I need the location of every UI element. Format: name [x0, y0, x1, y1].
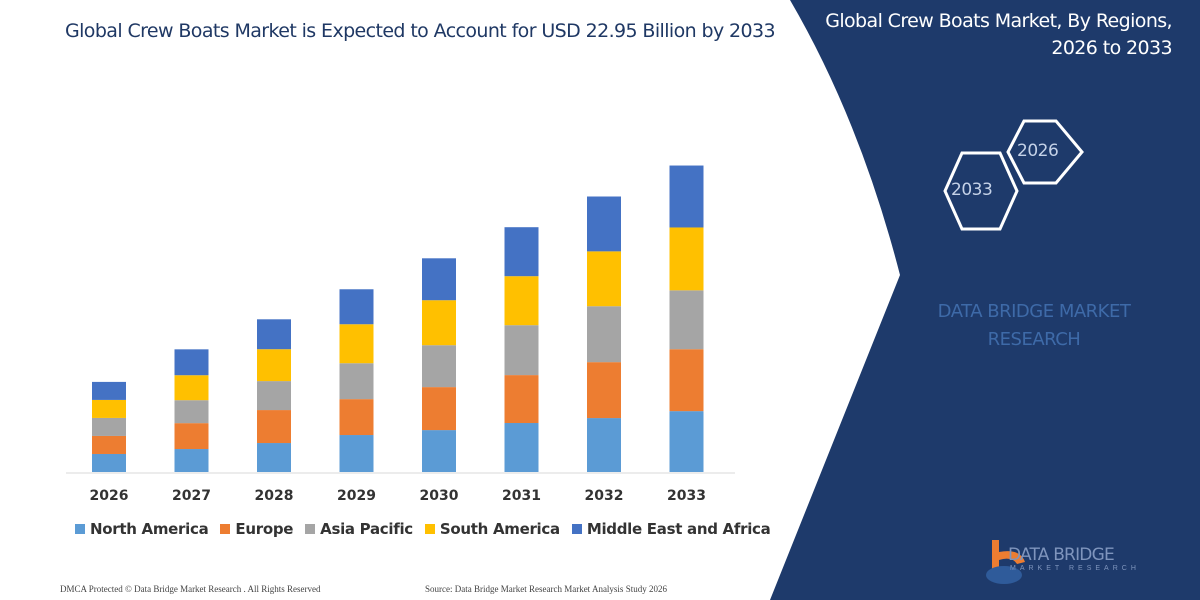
bar-segment-south-america-2030	[422, 300, 456, 346]
x-tick-label: 2033	[667, 488, 706, 504]
bar-segment-europe-2033	[669, 349, 704, 412]
hexagon-2033	[943, 151, 1019, 231]
bar-segment-south-america-2031	[504, 276, 539, 326]
logo-subtitle: MARKET RESEARCH	[1010, 565, 1140, 572]
bar-segment-asia-pacific-2031	[504, 325, 539, 376]
bar-segment-north-america-2032	[587, 418, 621, 472]
bar-segment-asia-pacific-2032	[587, 306, 621, 363]
bar-segment-south-america-2027	[174, 375, 209, 401]
side-title-line2: 2026 to 2033	[1051, 37, 1172, 59]
legend-item: North America	[75, 520, 209, 538]
chart-legend: North America Europe Asia Pacific South Ame…	[75, 520, 771, 538]
bar-segment-middle-east-and-africa-2031	[504, 227, 539, 277]
legend-label: Asia Pacific	[320, 520, 413, 538]
bar-segment-asia-pacific-2027	[174, 400, 209, 424]
bar-segment-middle-east-and-africa-2029	[339, 289, 374, 325]
x-tick-label: 2032	[585, 488, 624, 504]
x-tick-label: 2027	[172, 488, 211, 504]
legend-label: Middle East and Africa	[586, 520, 771, 538]
legend-label: South America	[439, 520, 560, 538]
logo-icon	[986, 540, 1025, 584]
bar-segment-europe-2032	[587, 362, 621, 419]
legend-swatch	[571, 524, 582, 534]
bar-segment-asia-pacific-2026	[92, 417, 126, 436]
bar-segment-north-america-2026	[92, 453, 126, 472]
legend-item: Europe	[220, 520, 293, 538]
bar-segment-middle-east-and-africa-2026	[92, 381, 126, 400]
legend-swatch	[220, 524, 231, 534]
x-tick-label: 2029	[337, 488, 376, 504]
legend-swatch	[424, 524, 435, 534]
hex-label-2033: 2033	[951, 180, 993, 200]
bar-segment-south-america-2029	[339, 324, 374, 364]
legend-item: South America	[424, 520, 560, 538]
bar-segment-asia-pacific-2028	[257, 381, 291, 411]
bar-segment-asia-pacific-2030	[422, 345, 456, 388]
bar-segment-europe-2027	[174, 423, 209, 450]
bar-segment-south-america-2028	[257, 349, 291, 382]
legend-item: Middle East and Africa	[571, 520, 771, 538]
bar-segment-middle-east-and-africa-2032	[587, 196, 621, 252]
bar-segment-north-america-2033	[669, 411, 704, 472]
bar-segment-europe-2028	[257, 410, 291, 444]
bar-segment-south-america-2033	[669, 227, 704, 291]
bar-segment-europe-2031	[504, 375, 539, 424]
logo-title: DATA BRIDGE	[1008, 545, 1115, 565]
bar-segment-north-america-2029	[339, 435, 374, 472]
bar-segment-middle-east-and-africa-2030	[422, 258, 456, 301]
bar-segment-middle-east-and-africa-2033	[669, 165, 704, 228]
bar-segment-north-america-2028	[257, 443, 291, 472]
bar-segment-middle-east-and-africa-2027	[174, 349, 209, 376]
bar-segment-south-america-2026	[92, 399, 126, 418]
bar-segment-middle-east-and-africa-2028	[257, 319, 291, 350]
side-panel	[770, 0, 1200, 600]
bar-segment-north-america-2030	[422, 430, 456, 472]
bar-segment-north-america-2031	[504, 423, 539, 472]
legend-swatch	[305, 524, 316, 534]
bar-segment-asia-pacific-2033	[669, 290, 704, 350]
legend-item: Asia Pacific	[305, 520, 413, 538]
x-tick-label: 2030	[420, 488, 459, 504]
brand-line1: DATA BRIDGE MARKET	[937, 301, 1131, 322]
bar-segment-north-america-2027	[174, 449, 209, 472]
chart-plot-area: 2026 2027 2028 2029 2030 2031 2032 2033	[66, 165, 735, 504]
legend-label: North America	[90, 520, 209, 538]
hexagon-2026	[1006, 119, 1084, 185]
bar-segment-europe-2029	[339, 399, 374, 436]
side-panel-title: Global Crew Boats Market, By Regions, 20…	[772, 8, 1172, 62]
bar-segment-south-america-2032	[587, 251, 621, 307]
bar-segment-europe-2026	[92, 435, 126, 454]
footer-source: Source: Data Bridge Market Research Mark…	[425, 584, 667, 594]
brand-line2: RESEARCH	[987, 329, 1081, 350]
bar-segment-europe-2030	[422, 387, 456, 431]
x-tick-label: 2028	[255, 488, 294, 504]
footer-copyright: DMCA Protected © Data Bridge Market Rese…	[60, 584, 321, 594]
bar-segment-asia-pacific-2029	[339, 363, 374, 400]
side-title-line1: Global Crew Boats Market, By Regions,	[825, 10, 1172, 32]
brand-text: DATA BRIDGE MARKET RESEARCH	[900, 298, 1168, 354]
legend-swatch	[75, 524, 85, 534]
chart-title: Global Crew Boats Market is Expected to …	[65, 20, 776, 42]
hex-label-2026: 2026	[1017, 141, 1059, 161]
x-tick-label: 2031	[502, 488, 541, 504]
x-tick-label: 2026	[90, 488, 129, 504]
legend-label: Europe	[235, 520, 294, 538]
